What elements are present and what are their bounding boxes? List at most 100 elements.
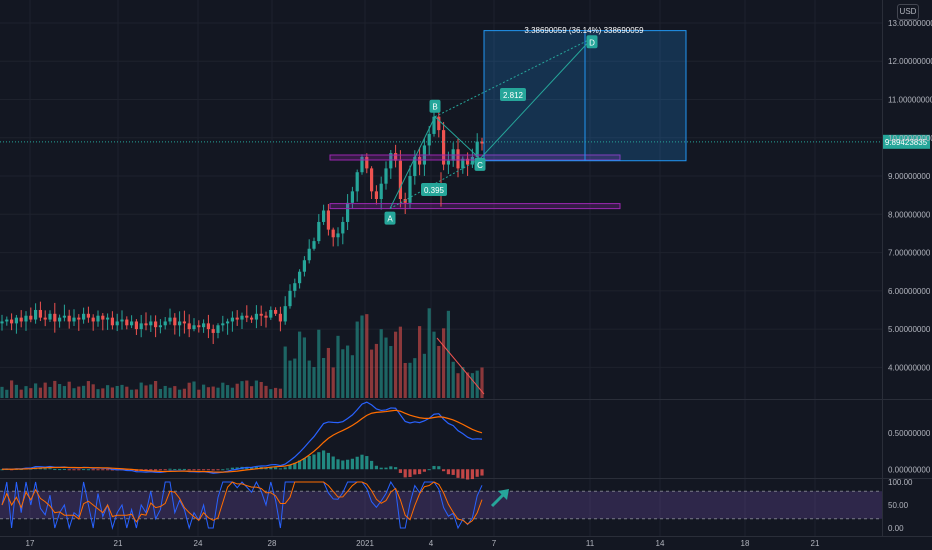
volume-bar [43,382,47,398]
volume-bar [389,346,393,398]
point-c-label: C [477,161,483,170]
macd-histogram-bar [322,450,326,470]
candle-body [384,168,388,184]
volume-bar [91,384,95,398]
price-tick-label: 6.00000000 [888,287,931,296]
candle-body [336,233,340,238]
macd-histogram-bar [278,468,282,470]
macd-histogram-bar [298,460,302,470]
stochastic-panel[interactable] [0,480,882,530]
macd-histogram-bar [163,469,167,471]
stoch-tick-label: 100.00 [888,478,913,487]
candle-body [350,191,354,203]
stoch-d-line [1,481,483,525]
volume-bar [331,367,335,398]
volume-bar [144,385,148,398]
volume-bar [82,385,86,398]
candle-body [67,315,71,322]
volume-bar [259,381,263,398]
candle-body [408,176,412,203]
point-d-label: D [589,38,595,47]
point-d-label-bg [586,35,598,49]
volume-bar [480,367,484,398]
volume-bar [216,387,220,398]
volume-bar [106,385,110,398]
volume-bar [322,357,326,398]
candle-body [432,116,436,134]
macd-histogram-bar [158,469,162,471]
candle-body [48,313,52,320]
candle-body [163,321,167,326]
volume-bar [182,388,186,398]
volume-bar [427,308,431,398]
volume-bar [475,370,479,398]
macd-histogram-bar [154,469,158,471]
macd-histogram-bar [221,469,225,471]
volume-bar [422,353,426,398]
volume-bar [254,380,258,398]
volume-bar [317,329,321,398]
drawing-layer[interactable]: 3.38690059 (36.14%) 338690059 A B C D 0.395 2.… [0,26,932,479]
volume-bar [10,380,14,398]
volume-bar [451,361,455,398]
candle-body [293,283,297,291]
macd-histogram-bar [206,469,210,471]
macd-histogram-bar [58,469,62,471]
candle-body [341,221,345,234]
candle-body [206,323,210,330]
macd-histogram-bar [307,455,311,470]
macd-histogram-bar [62,468,66,470]
macd-histogram-bar [480,469,484,476]
candle-body [250,317,254,320]
candle-body [269,309,273,318]
macd-histogram-bar [403,469,407,478]
last-price-label: 9.89423835 [885,138,928,147]
volume-bar [86,381,90,398]
volume-bar [178,389,182,398]
candle-body [317,221,321,242]
macd-histogram-bar [230,467,234,470]
macd-histogram-bar [398,469,402,473]
macd-histogram-bar [192,469,196,471]
macd-histogram-bar [408,469,412,478]
macd-tick-label: 0.50000000 [888,429,931,438]
candle-body [461,158,465,169]
candle-body [346,202,350,222]
candle-body [62,315,66,318]
volume-bar [466,372,470,398]
candle-body [374,191,378,199]
macd-histogram-bar [202,469,206,471]
candle-body [192,325,196,330]
volume-bar [149,384,153,398]
volume-bar [403,362,407,398]
volume-bar [0,386,4,398]
point-a-label-bg [384,211,396,225]
macd-histogram-bar [293,462,297,470]
volume-bar [274,387,278,398]
volume-bar [245,380,249,398]
macd-histogram-bar [379,467,383,470]
date-tick-label: 18 [741,539,750,548]
macd-histogram-bar [144,469,148,471]
candle-body [0,321,4,324]
stoch-tick-label: 0.00 [888,524,904,533]
volume-bar [38,387,42,398]
macd-panel[interactable] [0,401,484,480]
volume-bar [221,382,225,398]
macd-histogram-bar [235,467,239,470]
volume-bar [197,389,201,398]
candle-body [398,160,402,199]
candle-body [245,315,249,318]
volume-bar [53,380,57,398]
volume-bar [139,382,143,398]
candle-body [216,325,220,333]
volume-bar [312,367,316,398]
currency-badge[interactable]: USD [897,4,919,20]
volume-bar [302,337,306,398]
candle-body [106,317,110,320]
volume-bar [370,349,374,398]
macd-histogram-bar [82,469,86,471]
volume-bar [101,388,105,398]
